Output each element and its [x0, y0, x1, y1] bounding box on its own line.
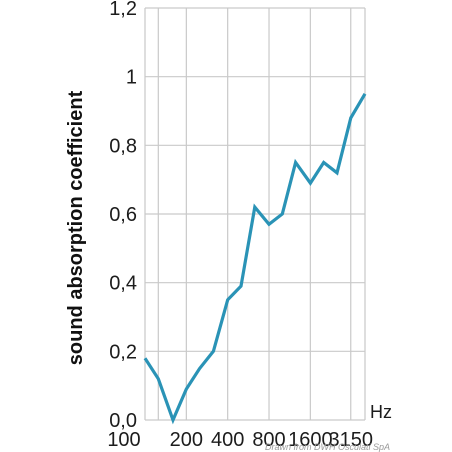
y-tick-label: 1 — [126, 67, 137, 89]
y-axis-label: sound absorption coefficient — [65, 90, 87, 365]
x-axis-unit: Hz — [370, 402, 392, 422]
x-tick-label: 1600 — [288, 429, 333, 451]
y-tick-label: 0,0 — [109, 410, 137, 432]
x-tick-label: 400 — [211, 429, 244, 451]
y-tick-label: 0,4 — [109, 273, 137, 295]
y-axis-ticks: 0,0 0,2 0,4 0,6 0,8 1 1,2 — [109, 0, 137, 432]
x-tick-label: 3150 — [329, 429, 374, 451]
x-tick-label: 800 — [252, 429, 285, 451]
x-tick-label: 100 — [107, 429, 140, 451]
y-tick-label: 0,6 — [109, 204, 137, 226]
credit-text: Drawn from DWH Osculati SpA — [265, 442, 390, 452]
x-tick-label: 200 — [170, 429, 203, 451]
y-tick-label: 1,2 — [109, 0, 137, 20]
series-layer — [143, 92, 367, 425]
series-line — [143, 92, 367, 425]
grid — [144, 7, 366, 421]
y-tick-label: 0,8 — [109, 135, 137, 157]
y-tick-label: 0,2 — [109, 341, 137, 363]
